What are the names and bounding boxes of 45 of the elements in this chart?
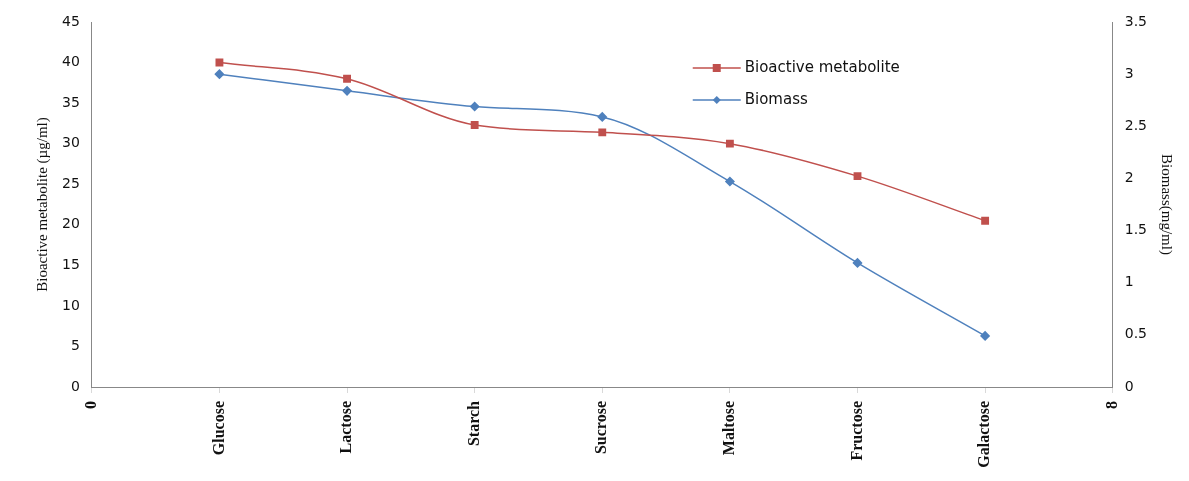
y-tick-label: 40 — [61, 53, 80, 70]
y-tick-label: 25 — [61, 174, 80, 191]
y-tick-label: 45 — [61, 12, 80, 29]
y-tick-label: 35 — [61, 93, 80, 110]
x-tick-label: Starch — [464, 400, 482, 447]
legend-label: Bioactive metabolite — [744, 57, 900, 76]
y-axis-title: Bioactive metabolite (µg/ml) — [33, 117, 51, 292]
point — [342, 86, 352, 96]
legend-label: Biomass — [744, 89, 808, 108]
y-tick-label: 20 — [61, 215, 80, 232]
x-tick-label: Sucrose — [592, 401, 610, 455]
point — [469, 101, 480, 112]
y2-tick-label: 1.5 — [1124, 221, 1147, 238]
point — [343, 74, 351, 83]
y2-tick-label: 3.5 — [1124, 12, 1147, 29]
point — [470, 121, 479, 129]
point — [852, 258, 863, 268]
point — [215, 58, 224, 67]
x-tick-label: Fructose — [847, 401, 865, 461]
y2-tick-label: 0 — [1124, 377, 1134, 394]
y-tick-label: 0 — [70, 377, 80, 394]
y2-tick-label: 0.5 — [1124, 325, 1147, 342]
x-tick-label: Lactose — [337, 401, 355, 454]
x-tick-label: 0 — [81, 401, 99, 409]
x-tick-label: 8 — [1102, 401, 1120, 409]
point — [598, 128, 607, 137]
point — [214, 69, 225, 79]
x-tick-label: Maltose — [720, 401, 738, 456]
point — [725, 139, 734, 148]
point — [853, 172, 862, 181]
y-tick-label: 5 — [70, 337, 80, 354]
x-tick-label: Glucose — [209, 401, 227, 456]
y-tick-label: 30 — [61, 134, 80, 151]
point — [725, 176, 735, 187]
point — [597, 112, 608, 122]
y2-tick-label: 3 — [1124, 64, 1134, 81]
x-tick-label: Galactose — [975, 401, 993, 468]
y2-tick-label: 2 — [1124, 169, 1134, 186]
y2-axis-title: Biomass(mg/ml) — [1158, 154, 1176, 255]
y-tick-label: 15 — [61, 255, 80, 272]
y2-tick-label: 2.5 — [1124, 116, 1147, 133]
y2-tick-label: 1 — [1124, 273, 1134, 290]
y-tick-label: 10 — [61, 296, 80, 313]
point — [980, 331, 990, 341]
point — [981, 216, 990, 225]
